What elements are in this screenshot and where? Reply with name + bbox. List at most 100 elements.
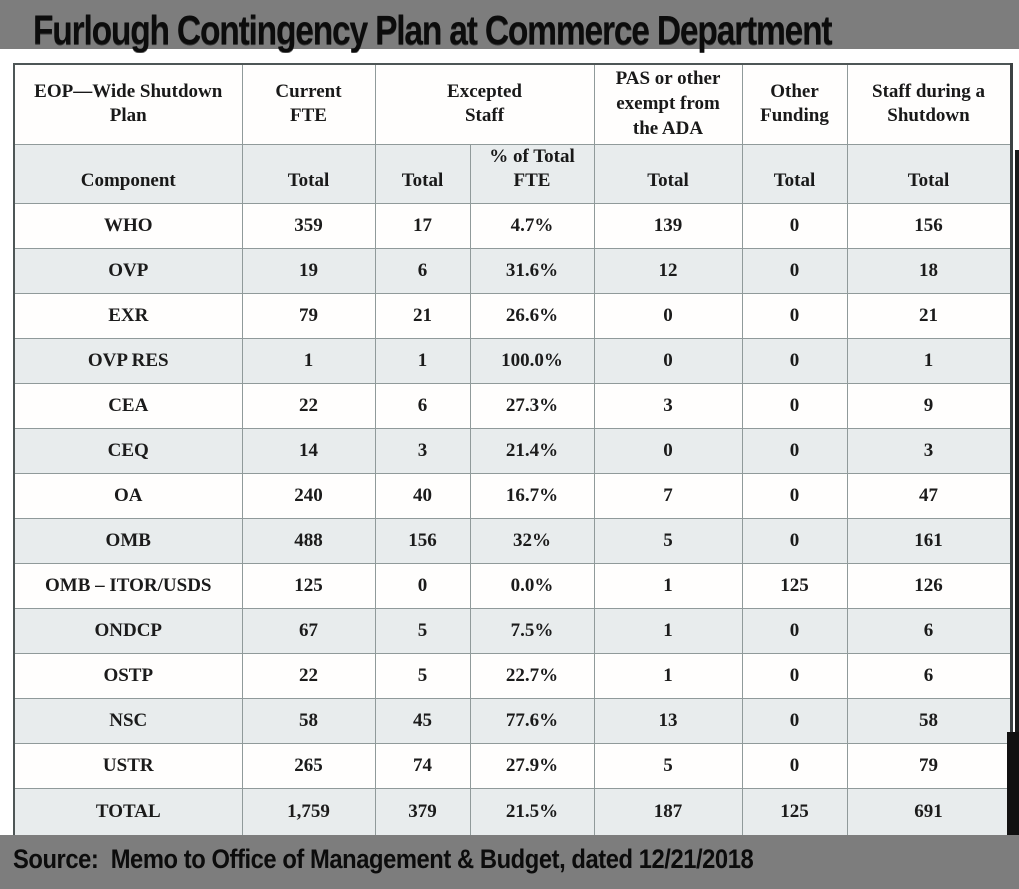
other-funding-cell: 125	[741, 787, 848, 837]
subheader-pct-of-total-fte: % of Total FTE	[469, 143, 595, 204]
current-fte-cell: 22	[241, 382, 376, 429]
excepted-total-cell: 6	[374, 247, 471, 294]
table-row: OVP 19 6 31.6% 12 0 18	[13, 247, 1012, 294]
excepted-pct-cell: 32%	[469, 517, 595, 564]
component-cell: WHO	[13, 202, 243, 249]
other-funding-cell: 125	[741, 562, 848, 609]
pas-exempt-cell: 1	[593, 562, 743, 609]
excepted-pct-cell: 21.5%	[469, 787, 595, 837]
staff-shutdown-cell: 1	[846, 337, 1012, 384]
pas-exempt-cell: 5	[593, 742, 743, 789]
table-total-row: TOTAL 1,759 379 21.5% 187 125 691	[13, 787, 1012, 837]
staff-shutdown-cell: 21	[846, 292, 1012, 339]
excepted-total-cell: 6	[374, 382, 471, 429]
col-header-pas-exempt-ada: PAS or other exempt from the ADA	[593, 63, 743, 145]
pas-exempt-cell: 187	[593, 787, 743, 837]
staff-shutdown-cell: 161	[846, 517, 1012, 564]
component-cell: OVP	[13, 247, 243, 294]
component-cell: TOTAL	[13, 787, 243, 837]
table-row: OA 240 40 16.7% 7 0 47	[13, 472, 1012, 519]
pas-exempt-cell: 7	[593, 472, 743, 519]
table-row: WHO 359 17 4.7% 139 0 156	[13, 202, 1012, 249]
source-text: Source: Memo to Office of Management & B…	[13, 844, 754, 874]
excepted-pct-cell: 21.4%	[469, 427, 595, 474]
excepted-pct-cell: 27.9%	[469, 742, 595, 789]
excepted-pct-cell: 0.0%	[469, 562, 595, 609]
other-funding-cell: 0	[741, 607, 848, 654]
page-title: Furlough Contingency Plan at Commerce De…	[33, 7, 833, 53]
col-header-current-fte: Current FTE	[241, 63, 376, 145]
excepted-pct-cell: 22.7%	[469, 652, 595, 699]
component-cell: NSC	[13, 697, 243, 744]
staff-shutdown-cell: 6	[846, 607, 1012, 654]
excepted-total-cell: 74	[374, 742, 471, 789]
excepted-total-cell: 40	[374, 472, 471, 519]
staff-shutdown-cell: 691	[846, 787, 1012, 837]
col-header-other-funding: Other Funding	[741, 63, 848, 145]
title-bar: Furlough Contingency Plan at Commerce De…	[0, 0, 1019, 53]
table-row: OMB 488 156 32% 5 0 161	[13, 517, 1012, 564]
table-header: EOP—Wide Shutdown Plan Current FTE Excep…	[13, 63, 1012, 204]
other-funding-cell: 0	[741, 382, 848, 429]
component-cell: OMB	[13, 517, 243, 564]
excepted-pct-cell: 100.0%	[469, 337, 595, 384]
staff-shutdown-cell: 18	[846, 247, 1012, 294]
staff-shutdown-cell: 6	[846, 652, 1012, 699]
table-row: OVP RES 1 1 100.0% 0 0 1	[13, 337, 1012, 384]
excepted-pct-cell: 77.6%	[469, 697, 595, 744]
excepted-total-cell: 1	[374, 337, 471, 384]
current-fte-cell: 79	[241, 292, 376, 339]
component-cell: OA	[13, 472, 243, 519]
other-funding-cell: 0	[741, 652, 848, 699]
subheader-pas-total: Total	[593, 143, 743, 204]
other-funding-cell: 0	[741, 697, 848, 744]
other-funding-cell: 0	[741, 472, 848, 519]
other-funding-cell: 0	[741, 742, 848, 789]
table-row: OSTP 22 5 22.7% 1 0 6	[13, 652, 1012, 699]
pas-exempt-cell: 12	[593, 247, 743, 294]
other-funding-cell: 0	[741, 427, 848, 474]
component-cell: ONDCP	[13, 607, 243, 654]
current-fte-cell: 125	[241, 562, 376, 609]
excepted-pct-cell: 27.3%	[469, 382, 595, 429]
table-row: OMB – ITOR/USDS 125 0 0.0% 1 125 126	[13, 562, 1012, 609]
current-fte-cell: 58	[241, 697, 376, 744]
pas-exempt-cell: 1	[593, 607, 743, 654]
table-row: CEQ 14 3 21.4% 0 0 3	[13, 427, 1012, 474]
other-funding-cell: 0	[741, 337, 848, 384]
excepted-total-cell: 0	[374, 562, 471, 609]
excepted-total-cell: 379	[374, 787, 471, 837]
col-header-staff-during-shutdown: Staff during a Shutdown	[846, 63, 1012, 145]
staff-shutdown-cell: 58	[846, 697, 1012, 744]
subheader-other-funding-total: Total	[741, 143, 848, 204]
component-cell: OVP RES	[13, 337, 243, 384]
component-cell: EXR	[13, 292, 243, 339]
component-cell: USTR	[13, 742, 243, 789]
current-fte-cell: 19	[241, 247, 376, 294]
component-cell: CEA	[13, 382, 243, 429]
other-funding-cell: 0	[741, 202, 848, 249]
subheader-excepted-total: Total	[374, 143, 471, 204]
scan-corner-artifact	[1007, 732, 1019, 835]
col-header-eop-wide-shutdown-plan: EOP—Wide Shutdown Plan	[13, 63, 243, 145]
excepted-total-cell: 5	[374, 607, 471, 654]
subheader-current-fte-total: Total	[241, 143, 376, 204]
excepted-pct-cell: 26.6%	[469, 292, 595, 339]
other-funding-cell: 0	[741, 292, 848, 339]
current-fte-cell: 1,759	[241, 787, 376, 837]
table-row: CEA 22 6 27.3% 3 0 9	[13, 382, 1012, 429]
pas-exempt-cell: 3	[593, 382, 743, 429]
excepted-pct-cell: 16.7%	[469, 472, 595, 519]
excepted-pct-cell: 7.5%	[469, 607, 595, 654]
excepted-total-cell: 21	[374, 292, 471, 339]
subheader-component: Component	[13, 143, 243, 204]
excepted-total-cell: 17	[374, 202, 471, 249]
group-header-row: EOP—Wide Shutdown Plan Current FTE Excep…	[13, 63, 1012, 145]
current-fte-cell: 1	[241, 337, 376, 384]
current-fte-cell: 265	[241, 742, 376, 789]
excepted-total-cell: 45	[374, 697, 471, 744]
excepted-total-cell: 3	[374, 427, 471, 474]
sub-header-row: Component Total Total % of Total FTE Tot…	[13, 143, 1012, 204]
other-funding-cell: 0	[741, 247, 848, 294]
table-row: NSC 58 45 77.6% 13 0 58	[13, 697, 1012, 744]
